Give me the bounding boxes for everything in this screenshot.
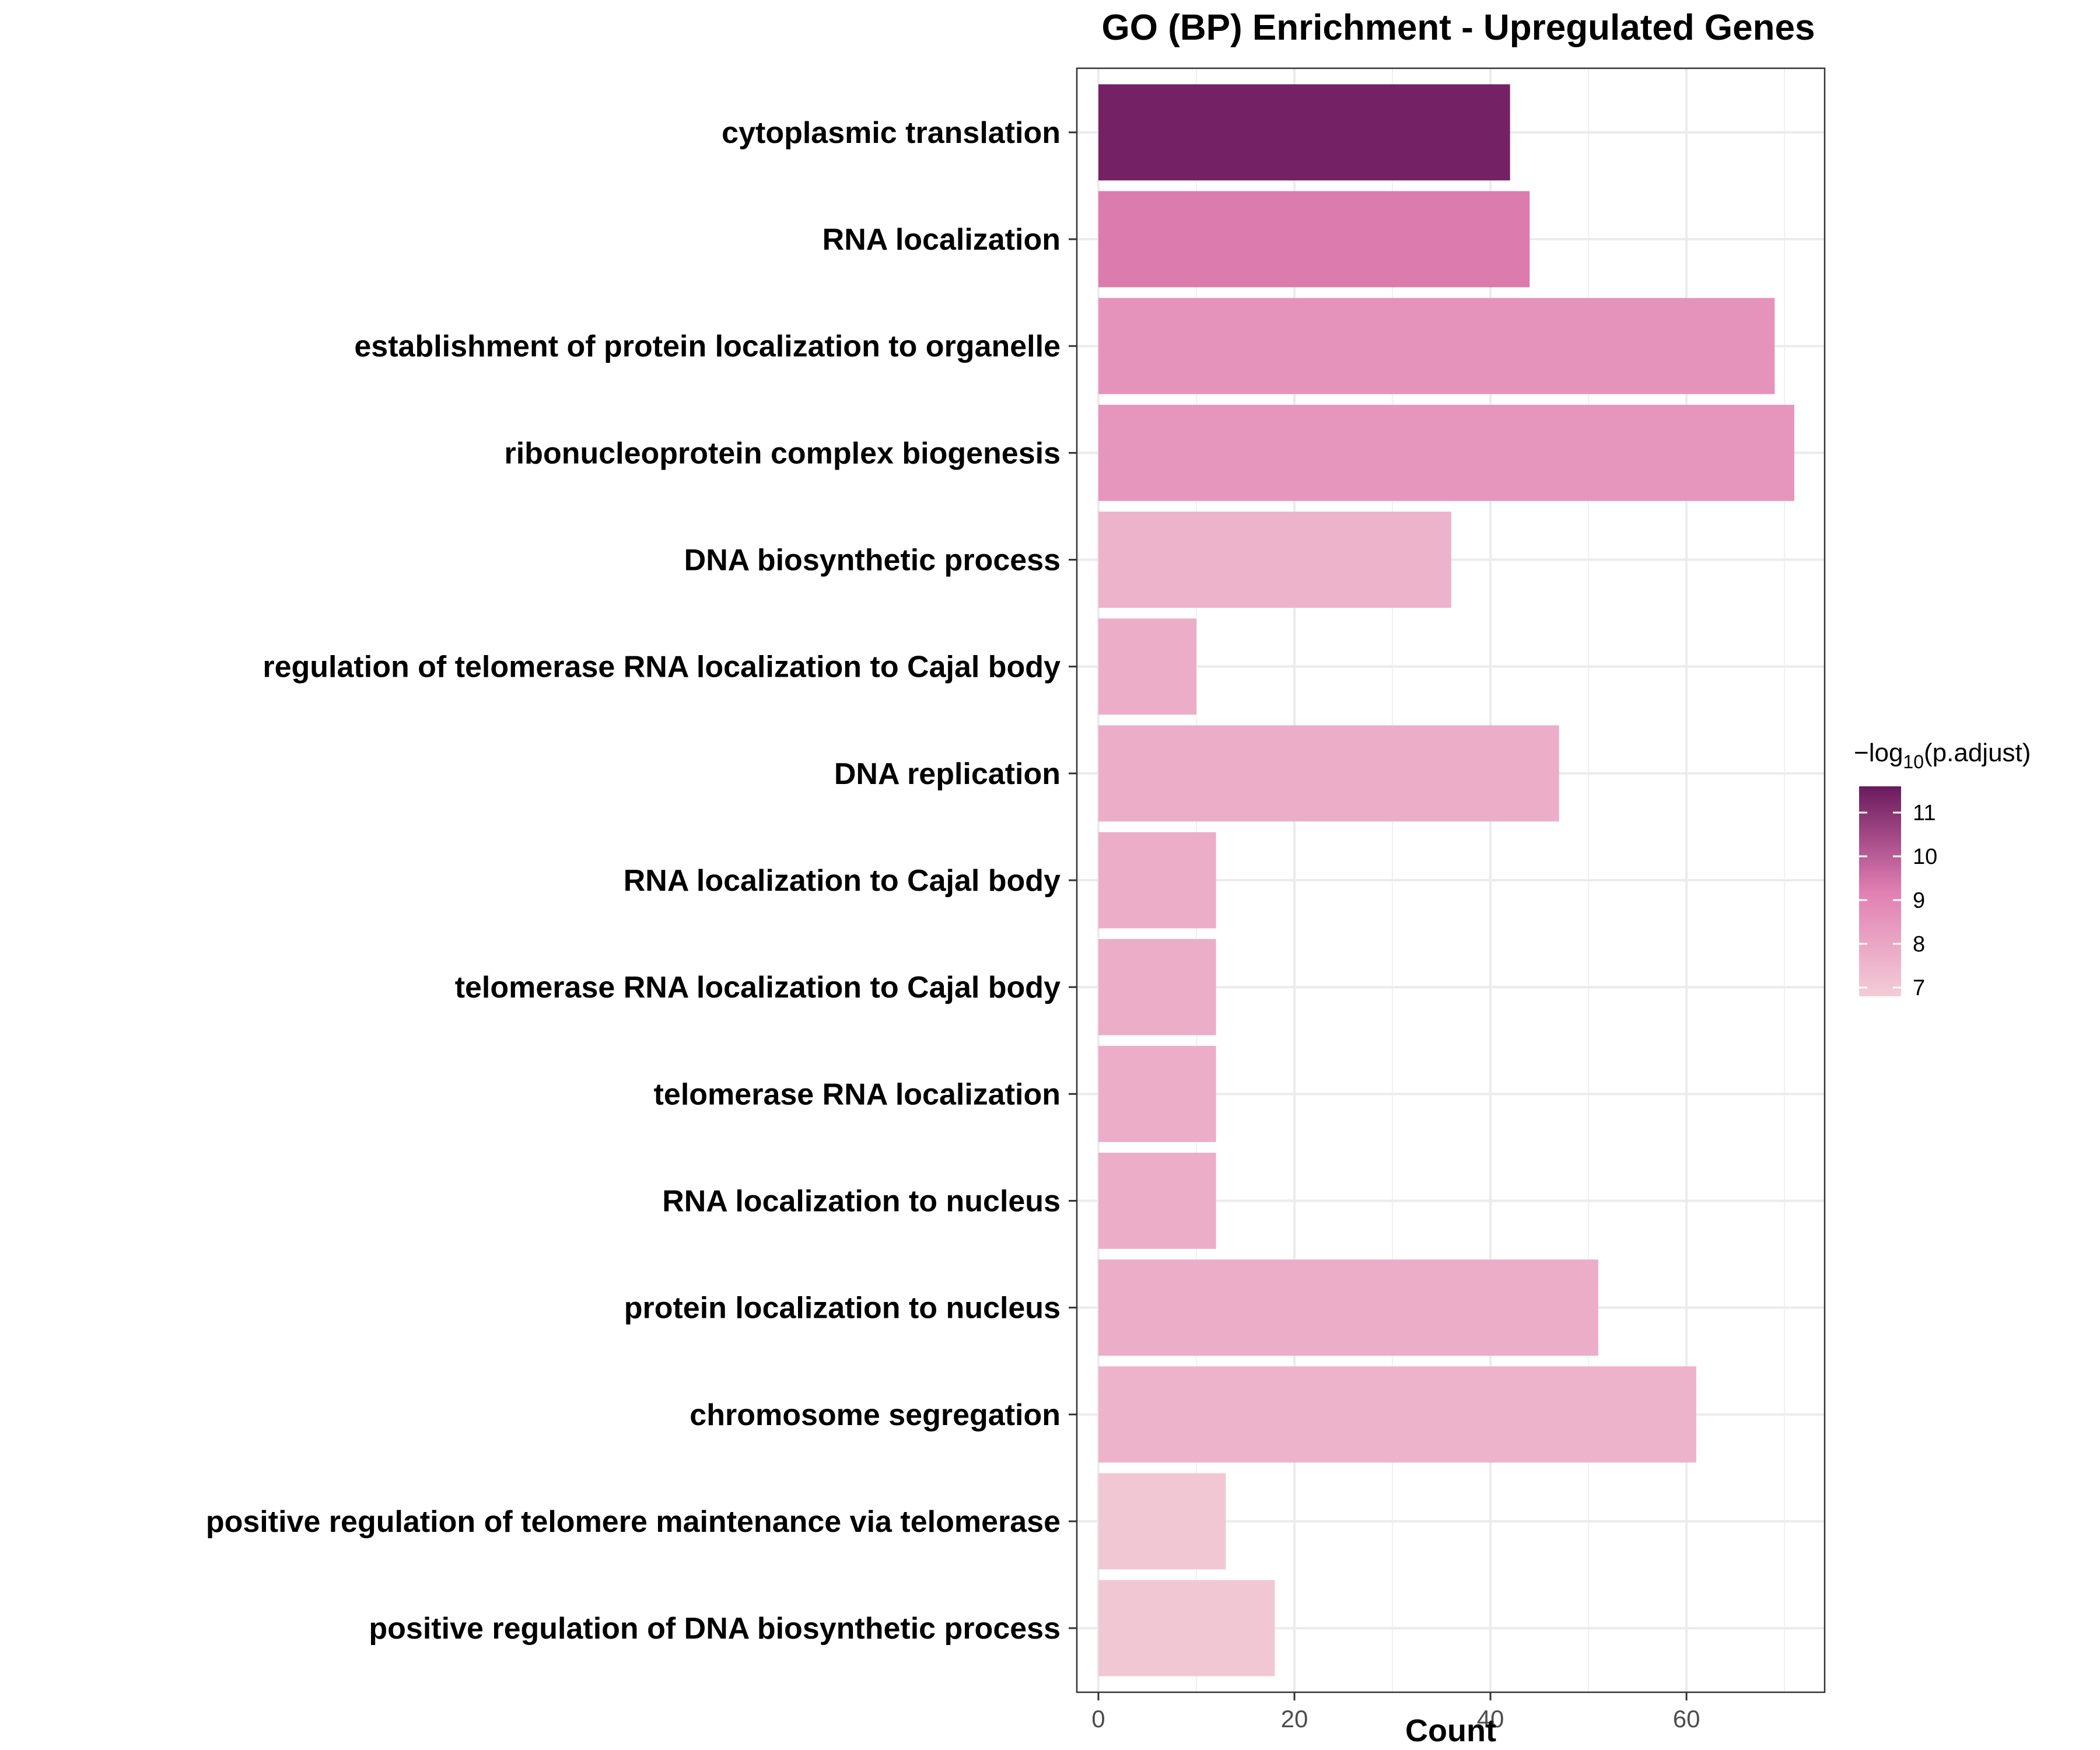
y-tick-label: DNA replication: [834, 757, 1060, 791]
legend-colorbar: [1859, 786, 1901, 996]
x-tick-label: 0: [1091, 1705, 1105, 1732]
y-tick-label: telomerase RNA localization: [654, 1077, 1060, 1111]
y-tick-label: positive regulation of DNA biosynthetic …: [369, 1612, 1060, 1646]
x-tick-label: 20: [1281, 1705, 1308, 1732]
bar: [1098, 1580, 1275, 1676]
y-tick-label: RNA localization: [822, 223, 1060, 257]
y-tick-label: RNA localization to Cajal body: [624, 864, 1060, 898]
legend-title-suffix: (p.adjust): [1924, 738, 2031, 767]
bar: [1098, 939, 1216, 1035]
legend-tick-label: 7: [1913, 976, 1925, 1000]
legend-title-subscript: 10: [1903, 751, 1924, 772]
legend-tick-label: 11: [1913, 801, 1936, 825]
bar: [1098, 725, 1559, 822]
legend-tick-label: 9: [1913, 888, 1925, 913]
x-axis: 0 20 40 60: [1091, 1692, 1700, 1732]
y-tick-label: regulation of telomerase RNA localizatio…: [262, 650, 1060, 684]
legend-tick-label: 10: [1913, 845, 1937, 869]
y-tick-label: positive regulation of telomere maintena…: [206, 1505, 1060, 1539]
legend-tick-label: 8: [1913, 932, 1925, 957]
bar: [1098, 1153, 1216, 1249]
y-tick-label: establishment of protein localization to…: [354, 330, 1060, 363]
x-axis-label: Count: [1405, 1713, 1496, 1748]
bars-group: [1098, 84, 1794, 1676]
bar: [1098, 832, 1216, 929]
bar: [1098, 618, 1196, 715]
legend-title-prefix: −log: [1854, 738, 1903, 767]
bar: [1098, 512, 1451, 608]
bar: [1098, 1366, 1696, 1463]
y-tick-label: RNA localization to nucleus: [662, 1184, 1060, 1218]
bar: [1098, 84, 1510, 181]
bar: [1098, 298, 1775, 394]
bar: [1098, 1473, 1226, 1570]
legend-title: −log10(p.adjust): [1854, 738, 2031, 772]
x-tick-label: 40: [1477, 1705, 1504, 1732]
y-tick-label: cytoplasmic translation: [722, 116, 1060, 150]
x-tick-label: 60: [1673, 1705, 1700, 1732]
bar: [1098, 404, 1794, 501]
y-tick-label: telomerase RNA localization to Cajal bod…: [455, 971, 1060, 1005]
bar: [1098, 1259, 1598, 1356]
bar: [1098, 1045, 1216, 1142]
y-tick-label: chromosome segregation: [690, 1398, 1060, 1432]
chart-title: GO (BP) Enrichment - Upregulated Genes: [1102, 8, 1815, 48]
y-tick-label: ribonucleoprotein complex biogenesis: [505, 436, 1061, 470]
y-tick-label: protein localization to nucleus: [624, 1292, 1060, 1325]
y-axis: cytoplasmic translation RNA localization e…: [206, 116, 1077, 1646]
bar: [1098, 191, 1530, 288]
y-tick-label: DNA biosynthetic process: [684, 544, 1060, 578]
